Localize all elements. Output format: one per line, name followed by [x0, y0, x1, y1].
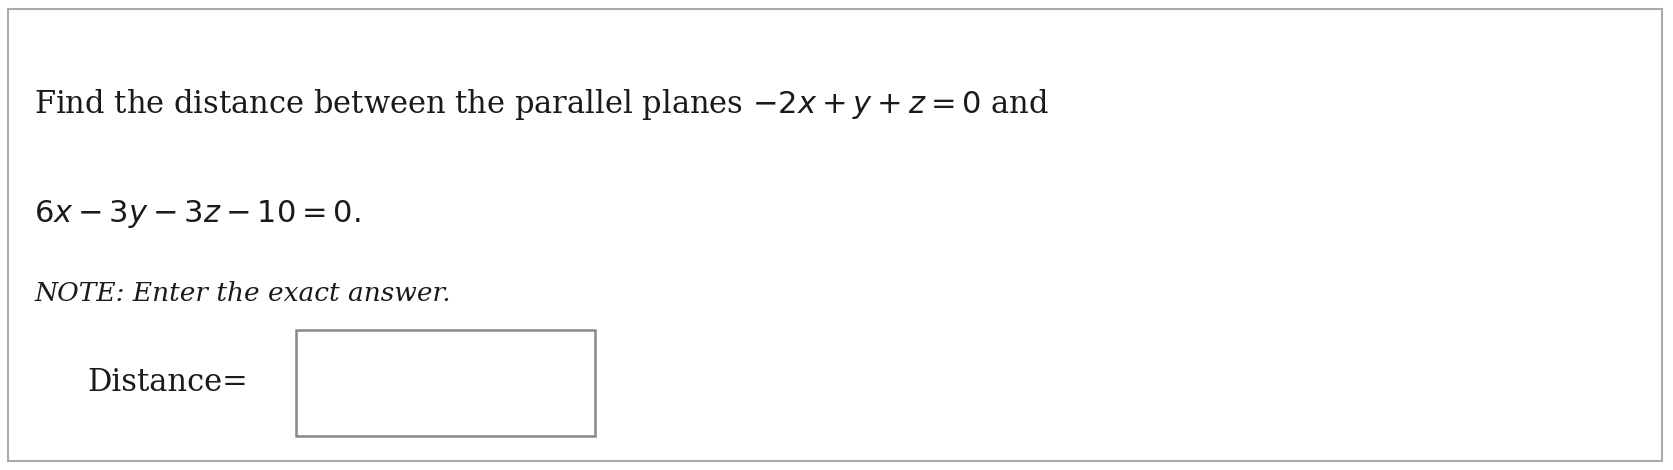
Text: Find the distance between the parallel planes $-2x + y + z = 0$ and: Find the distance between the parallel p… — [33, 87, 1049, 122]
Text: NOTE: Enter the exact answer.: NOTE: Enter the exact answer. — [33, 281, 450, 306]
Text: Distance=: Distance= — [87, 367, 248, 398]
Text: $6x - 3y - 3z - 10 = 0.$: $6x - 3y - 3z - 10 = 0.$ — [33, 198, 361, 230]
FancyBboxPatch shape — [296, 329, 596, 436]
